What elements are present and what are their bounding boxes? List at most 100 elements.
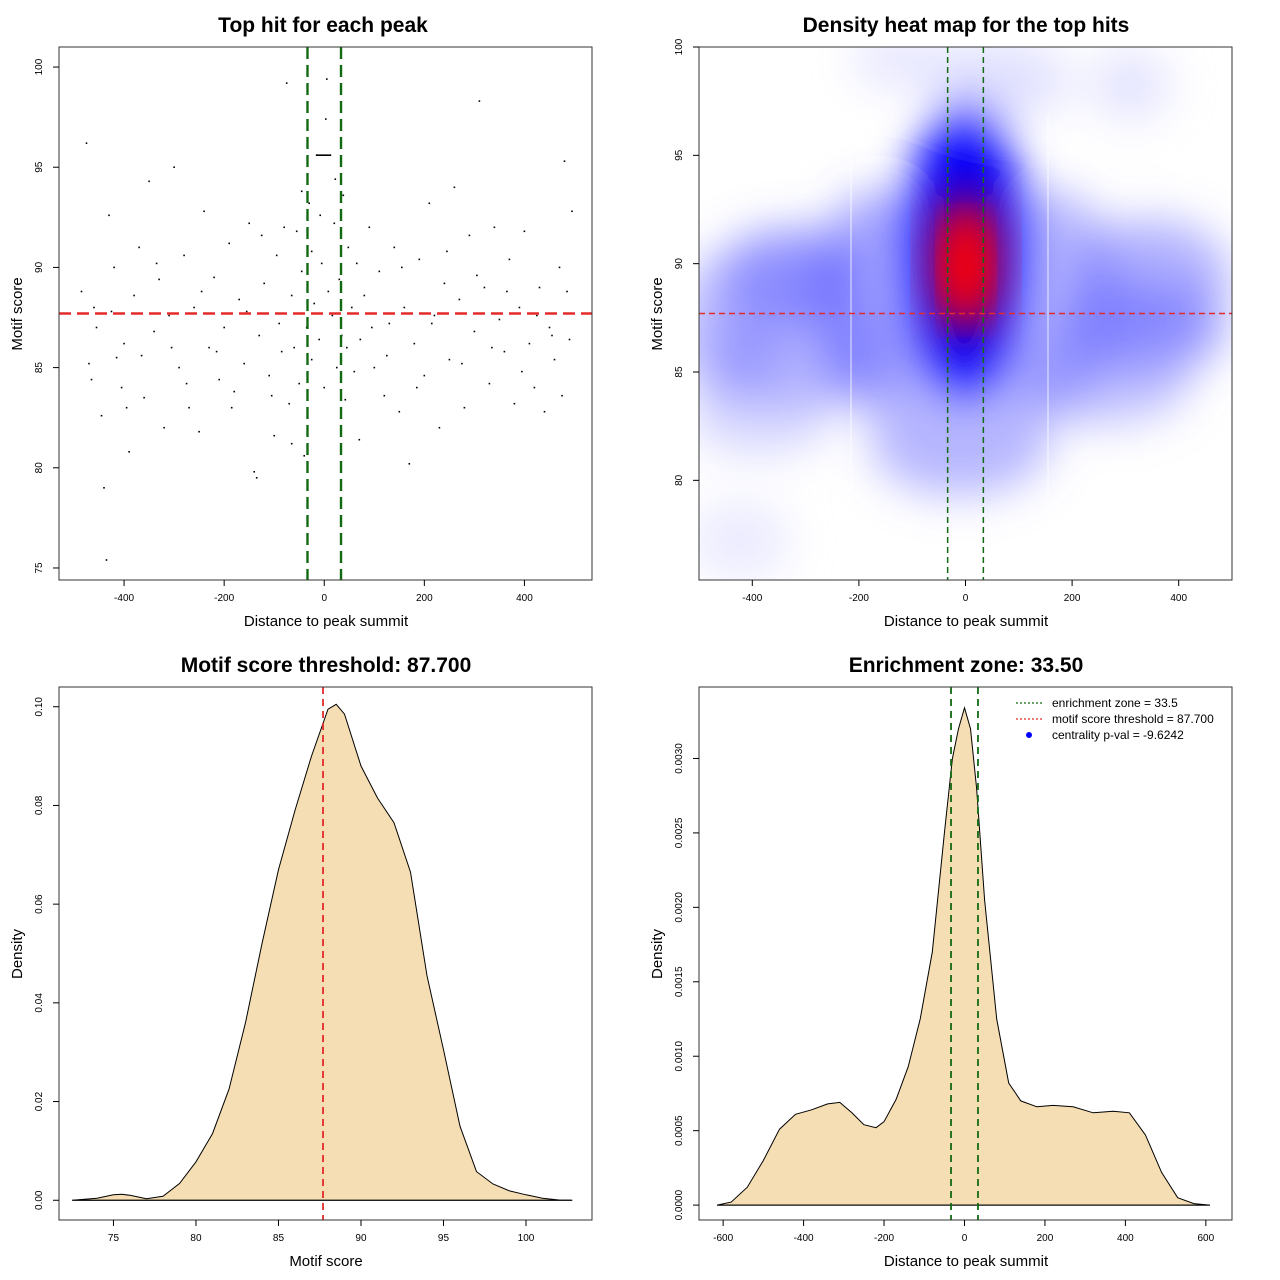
heatmap-core <box>944 222 988 318</box>
y-tick-label: 100 <box>674 38 685 55</box>
scatter-point <box>566 290 568 293</box>
scatter-point <box>323 386 325 389</box>
scatter-point <box>408 463 411 465</box>
scatter-point <box>418 258 421 261</box>
scatter-point <box>326 154 329 156</box>
scatter-point <box>103 487 105 489</box>
scatter-point <box>230 406 233 409</box>
y-tick-label: 80 <box>34 462 45 474</box>
scatter-point <box>453 186 456 189</box>
y-tick-label: 90 <box>34 261 45 273</box>
scatter-point <box>383 394 386 397</box>
y-tick-label: 0.06 <box>34 894 45 914</box>
scatter-point <box>398 410 401 413</box>
scatter-point <box>218 378 220 381</box>
scatter-point <box>323 154 325 156</box>
scatter-point <box>571 210 573 213</box>
scatter-point <box>253 471 255 473</box>
scatter-point <box>558 266 561 269</box>
scatter-point <box>320 154 322 156</box>
distance-density-y-axis-label: Density <box>649 928 666 979</box>
scatter-point <box>233 390 235 393</box>
scatter-point <box>327 290 330 293</box>
scatter-point <box>318 154 321 156</box>
x-tick-label: -400 <box>794 1233 814 1244</box>
scatter-point <box>371 326 373 329</box>
scatter-point <box>148 180 150 183</box>
x-tick-label: -400 <box>114 593 134 604</box>
x-tick-label: -600 <box>713 1233 733 1244</box>
scatter-point <box>403 306 406 309</box>
y-tick-label: 0.02 <box>34 1091 45 1111</box>
scatter-point <box>123 342 125 345</box>
scatter-point <box>338 278 341 281</box>
scatter-point <box>215 350 218 353</box>
distance-density-x-axis-label: Distance to peak summit <box>884 1253 1049 1270</box>
scatter-point <box>183 254 185 257</box>
scatter-point <box>443 282 446 285</box>
distance-density-x-ticks: -600 -400 -200 0 200 400 600 <box>713 1220 1215 1244</box>
scatter-point <box>446 250 448 253</box>
scatter-point <box>213 276 215 279</box>
y-tick-label: 80 <box>674 474 685 486</box>
scatter-point <box>458 298 461 301</box>
x-tick-label: 200 <box>1064 593 1081 604</box>
scatter-point <box>363 294 366 297</box>
x-tick-label: 400 <box>1117 1233 1134 1244</box>
y-tick-label: 0.0030 <box>674 743 685 774</box>
scatter-point <box>359 338 362 341</box>
scatter-point <box>238 298 240 301</box>
scatter-point <box>393 246 396 249</box>
scatter-point <box>321 154 324 156</box>
x-tick-label: 400 <box>516 593 533 604</box>
scatter-point <box>378 270 381 273</box>
scatter-point <box>185 382 188 385</box>
heatmap-blob <box>850 47 950 90</box>
scatter-points <box>80 78 573 561</box>
scatter-point <box>290 442 293 445</box>
x-tick-label: -400 <box>742 593 762 604</box>
score-density-x-ticks: 75 80 85 90 95 100 <box>108 1220 535 1244</box>
scatter-point <box>300 270 303 273</box>
y-tick-label: 90 <box>674 258 685 270</box>
scatter-point <box>433 314 436 317</box>
distance-density-panel: Enrichment zone: 33.50 -600 -400 -200 0 200 4… <box>649 654 1233 1270</box>
x-tick-label: -200 <box>849 593 869 604</box>
scatter-point <box>401 266 403 269</box>
scatter-point <box>347 246 350 249</box>
distance-density-y-ticks: 0.0000 0.0005 0.0010 0.0015 0.0020 0.0025 0.00… <box>674 743 699 1220</box>
legend: enrichment zone = 33.5 motif score thres… <box>1016 696 1214 742</box>
x-tick-label: 80 <box>190 1233 202 1244</box>
y-tick-label: 0.04 <box>34 993 45 1013</box>
scatter-point <box>298 382 300 385</box>
score-density-x-axis-label: Motif score <box>289 1253 362 1270</box>
scatter-point <box>278 322 280 325</box>
scatter-point <box>173 166 175 168</box>
scatter-x-axis-label: Distance to peak summit <box>244 613 409 630</box>
scatter-point <box>461 362 463 365</box>
y-tick-label: 95 <box>34 161 45 173</box>
scatter-panel: Top hit for each peak -400 -200 0 200 400 75… <box>9 14 593 630</box>
scatter-point <box>351 306 353 309</box>
heatmap-field <box>699 47 1232 580</box>
y-tick-label: 0.08 <box>34 795 45 815</box>
scatter-point <box>318 338 320 341</box>
scatter-point <box>223 326 225 329</box>
scatter-point <box>168 314 170 317</box>
scatter-point <box>260 234 263 237</box>
heatmap-blob <box>930 47 1070 120</box>
scatter-point <box>293 346 295 349</box>
scatter-point <box>506 290 508 293</box>
y-tick-label: 95 <box>674 149 685 161</box>
scatter-point <box>543 410 546 413</box>
scatter-point <box>431 322 433 325</box>
scatter-point <box>208 346 210 349</box>
scatter-point <box>140 354 143 357</box>
y-tick-label: 0.0010 <box>674 1041 685 1072</box>
y-tick-label: 0.0025 <box>674 817 685 848</box>
y-tick-label: 0.10 <box>34 697 45 717</box>
scatter-point <box>320 262 323 265</box>
score-density-y-ticks: 0.00 0.02 0.04 0.06 0.08 0.10 <box>34 697 59 1210</box>
scatter-point <box>295 230 298 233</box>
scatter-point <box>303 455 305 457</box>
